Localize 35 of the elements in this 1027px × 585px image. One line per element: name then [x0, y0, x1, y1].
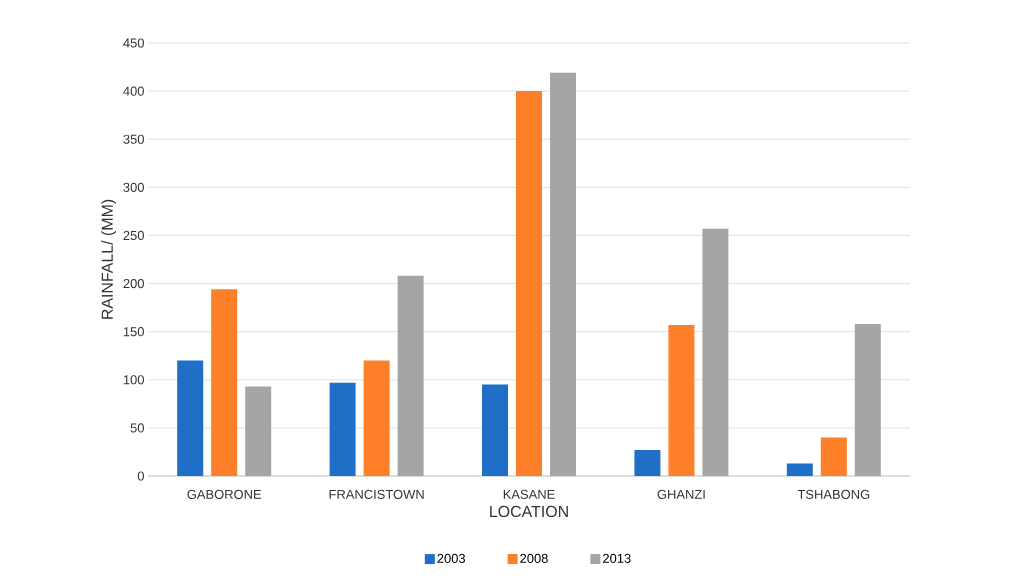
bar: [550, 72, 576, 476]
bar: [702, 228, 729, 476]
x-tick-label: GHANZI: [657, 489, 705, 499]
bar: [820, 437, 847, 476]
y-tick-label: 150: [123, 327, 144, 337]
y-tick-label: 100: [123, 375, 144, 385]
bar: [211, 289, 238, 476]
bar: [177, 360, 204, 476]
x-tick-label: KASANE: [503, 489, 555, 499]
y-tick-label: 200: [123, 278, 144, 289]
y-tick-label: 50: [130, 423, 144, 433]
legend-label: 2008: [520, 553, 548, 563]
bar: [329, 382, 356, 476]
y-axis-title: RAINFALL/ (MM): [101, 199, 117, 319]
bar: [363, 360, 390, 476]
x-tick-label: GABORONE: [187, 489, 262, 499]
y-tick-label: 450: [123, 38, 144, 48]
y-tick-label: 0: [137, 471, 144, 481]
y-tick-label: 300: [123, 182, 144, 192]
bar: [516, 91, 542, 476]
bar: [245, 386, 272, 476]
bar: [668, 324, 695, 476]
y-tick-label: 350: [123, 134, 144, 144]
x-axis-title: LOCATION: [490, 505, 568, 518]
y-tick-label: 250: [123, 230, 144, 241]
x-tick-label: TSHABONG: [797, 489, 870, 499]
bar: [397, 275, 424, 476]
bar: [634, 450, 661, 476]
bar: [482, 384, 508, 476]
bar: [786, 463, 813, 476]
x-tick-label: FRANCISTOWN: [329, 489, 424, 499]
bar: [854, 323, 881, 476]
legend-label: 2003: [437, 553, 466, 563]
y-tick-label: 400: [123, 86, 144, 96]
legend-label: 2013: [603, 553, 631, 563]
